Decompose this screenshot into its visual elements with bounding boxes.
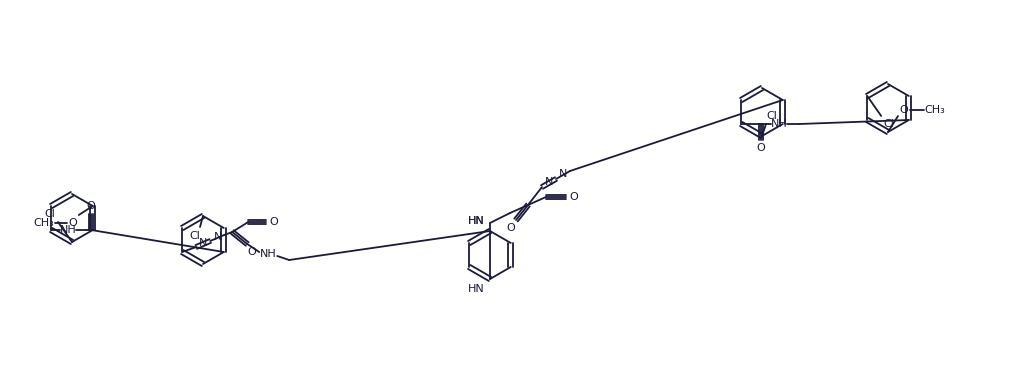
Text: O: O [506,223,516,233]
Text: N: N [544,177,554,187]
Text: O: O [757,143,766,153]
Text: O: O [86,201,96,211]
Text: O: O [68,218,77,228]
Text: Cl: Cl [189,231,201,241]
Text: O: O [899,105,909,115]
Text: HN: HN [467,284,485,294]
Text: N: N [214,232,222,242]
Text: Cl: Cl [44,209,56,219]
Text: HN: HN [467,216,485,226]
Text: NH: NH [60,225,76,235]
Text: Cl: Cl [767,111,778,121]
Text: NH: NH [260,249,277,259]
Text: O: O [570,192,578,202]
Text: O: O [270,217,279,227]
Text: CH₃: CH₃ [925,105,946,115]
Text: CH₃: CH₃ [33,218,55,228]
Text: Cl: Cl [884,119,894,129]
Text: HN: HN [467,216,485,226]
Text: NH: NH [771,119,787,129]
Text: O: O [248,247,256,257]
Text: N: N [199,238,208,248]
Text: N: N [559,169,567,179]
